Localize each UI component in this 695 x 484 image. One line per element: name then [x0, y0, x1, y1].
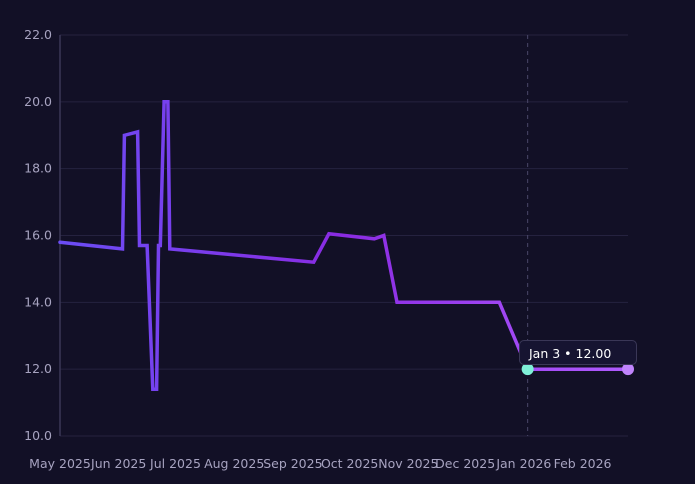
x-tick-label: May 2025	[29, 456, 91, 471]
y-tick-label: 14.0	[24, 294, 52, 309]
x-tick-label: Aug 2025	[204, 456, 264, 471]
x-tick-label: Jun 2025	[90, 456, 146, 471]
y-tick-label: 22.0	[24, 27, 52, 42]
x-tick-label: Dec 2025	[435, 456, 495, 471]
y-tick-label: 12.0	[24, 361, 52, 376]
x-tick-label: Oct 2025	[321, 456, 378, 471]
x-tick-label: Jul 2025	[149, 456, 201, 471]
series-line	[58, 100, 630, 391]
hover-tooltip: Jan 3 • 12.00	[519, 340, 637, 365]
axis-layer: 10.0 12.0 14.0 16.0 18.0 20.0 22.0 May 2025 Jun …	[24, 27, 611, 471]
x-tick-label: Jan 2026	[495, 456, 551, 471]
highlight-point	[521, 363, 534, 376]
y-tick-label: 10.0	[24, 428, 52, 443]
grid-layer	[60, 34, 628, 437]
series-layer	[58, 100, 630, 391]
marker-layer	[521, 35, 634, 436]
x-tick-label: Nov 2025	[378, 456, 438, 471]
y-tick-label: 16.0	[24, 228, 52, 243]
x-tick-label: Sep 2025	[263, 456, 322, 471]
y-tick-label: 20.0	[24, 94, 52, 109]
x-tick-label: Feb 2026	[554, 456, 612, 471]
end-point	[622, 363, 634, 376]
y-tick-label: 18.0	[24, 161, 52, 176]
